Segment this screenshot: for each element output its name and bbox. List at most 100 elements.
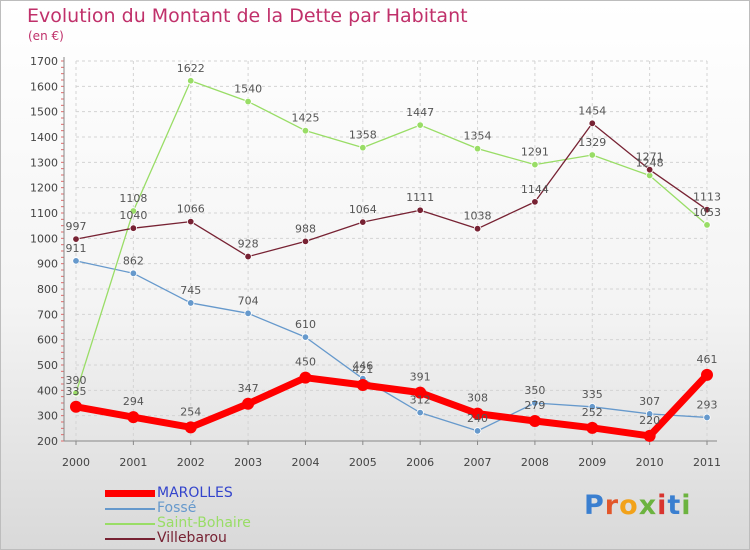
data-point bbox=[473, 225, 482, 233]
legend-item: Villebarou bbox=[105, 531, 251, 546]
legend-item: Fossé bbox=[105, 501, 251, 516]
logo-letter: x bbox=[638, 490, 658, 521]
y-tick-label: 1500 bbox=[30, 106, 58, 119]
y-tick-label: 200 bbox=[37, 435, 58, 448]
data-point bbox=[471, 407, 484, 420]
data-point bbox=[416, 408, 424, 417]
data-label: 390 bbox=[66, 374, 87, 387]
logo-letter: t bbox=[667, 490, 682, 521]
data-label: 862 bbox=[123, 254, 144, 267]
data-point bbox=[531, 160, 539, 169]
data-label: 450 bbox=[295, 356, 316, 369]
data-label: 335 bbox=[582, 388, 603, 401]
data-label: 1111 bbox=[406, 191, 434, 204]
y-tick-label: 500 bbox=[37, 359, 58, 372]
data-label: 1040 bbox=[119, 209, 147, 222]
data-point bbox=[588, 151, 596, 159]
grid-layer bbox=[75, 60, 708, 442]
data-point bbox=[416, 121, 424, 129]
data-point bbox=[299, 371, 312, 384]
y-tick-label: 1700 bbox=[30, 55, 58, 68]
data-label: 391 bbox=[410, 371, 431, 384]
data-point bbox=[72, 235, 80, 243]
data-label: 254 bbox=[180, 405, 201, 418]
data-point bbox=[414, 386, 427, 399]
data-label: 1354 bbox=[464, 130, 492, 143]
data-point bbox=[72, 257, 80, 265]
data-label: 1291 bbox=[521, 146, 549, 159]
data-point bbox=[531, 399, 539, 407]
data-label: 1425 bbox=[291, 112, 319, 125]
x-tick-label: 2001 bbox=[119, 456, 147, 469]
legend-item: MAROLLES bbox=[105, 486, 251, 501]
legend: MAROLLES Fossé Saint-Bohaire Villebarou bbox=[105, 486, 251, 546]
data-label: 988 bbox=[295, 222, 316, 235]
data-label: 307 bbox=[639, 395, 660, 408]
legend-label: MAROLLES bbox=[157, 485, 233, 501]
data-point bbox=[416, 206, 424, 214]
data-point bbox=[645, 410, 654, 418]
chart-title: Evolution du Montant de la Dette par Hab… bbox=[27, 5, 468, 27]
data-point bbox=[588, 119, 596, 128]
y-tick-label: 1100 bbox=[30, 207, 58, 220]
data-point bbox=[244, 309, 252, 318]
data-point bbox=[129, 269, 138, 277]
chart-subtitle: (en €) bbox=[28, 29, 64, 43]
data-point bbox=[244, 97, 252, 106]
data-label: 1053 bbox=[693, 206, 721, 219]
data-label-layer: 911 862 745 704 610 446 312 240 350 335 307 293 390 1… bbox=[66, 62, 722, 427]
series-layer bbox=[70, 77, 713, 442]
data-label: 294 bbox=[123, 395, 144, 408]
y-tick-label: 900 bbox=[37, 258, 58, 271]
legend-item: Saint-Bohaire bbox=[105, 516, 251, 531]
data-label: 1622 bbox=[177, 62, 205, 75]
x-tick-label: 2000 bbox=[62, 456, 90, 469]
data-label: 745 bbox=[180, 284, 201, 297]
data-label: 461 bbox=[697, 353, 718, 366]
legend-label: Fossé bbox=[157, 500, 197, 516]
data-label: 335 bbox=[66, 385, 87, 398]
data-point bbox=[129, 207, 138, 215]
logo-letter: r bbox=[604, 490, 620, 521]
data-label: 1329 bbox=[578, 136, 606, 149]
data-point bbox=[244, 252, 252, 261]
data-label: 1108 bbox=[119, 192, 147, 205]
data-label: 1064 bbox=[349, 203, 377, 216]
legend-swatch bbox=[105, 537, 155, 540]
x-tick-label: 2007 bbox=[464, 456, 492, 469]
series-line-foss- bbox=[75, 260, 708, 432]
data-point bbox=[473, 144, 482, 153]
data-point bbox=[701, 368, 713, 381]
data-point bbox=[127, 411, 140, 424]
axis-layer: 200 300 400 500 600 700 800 900 1000 1100 1200 1300… bbox=[30, 55, 721, 469]
data-label: 308 bbox=[467, 392, 488, 405]
logo-letter: i bbox=[681, 490, 692, 521]
y-tick-label: 1400 bbox=[30, 131, 58, 144]
y-tick-label: 1200 bbox=[30, 182, 58, 195]
data-point bbox=[129, 224, 138, 232]
data-label: 1454 bbox=[578, 104, 606, 117]
data-label: 1358 bbox=[349, 129, 377, 142]
x-tick-label: 2004 bbox=[291, 456, 319, 469]
data-label: 220 bbox=[639, 414, 660, 427]
y-tick-label: 300 bbox=[37, 410, 58, 423]
data-point bbox=[301, 333, 310, 341]
x-tick-label: 2008 bbox=[521, 456, 549, 469]
proxiti-logo: Proxiti bbox=[584, 490, 692, 521]
series-line-saint-bohaire bbox=[75, 80, 708, 394]
y-tick-label: 600 bbox=[37, 334, 58, 347]
data-label: 704 bbox=[238, 294, 259, 307]
legend-swatch bbox=[105, 490, 155, 497]
data-label: 911 bbox=[66, 242, 87, 255]
data-label: 1248 bbox=[636, 157, 664, 170]
data-point bbox=[359, 143, 367, 152]
data-label: 610 bbox=[295, 318, 316, 331]
data-point bbox=[359, 218, 367, 226]
data-label: 1113 bbox=[693, 191, 721, 204]
data-point bbox=[187, 299, 195, 307]
data-point bbox=[703, 206, 711, 214]
legend-label: Villebarou bbox=[157, 530, 227, 546]
data-point bbox=[242, 397, 255, 410]
data-point bbox=[187, 217, 195, 226]
